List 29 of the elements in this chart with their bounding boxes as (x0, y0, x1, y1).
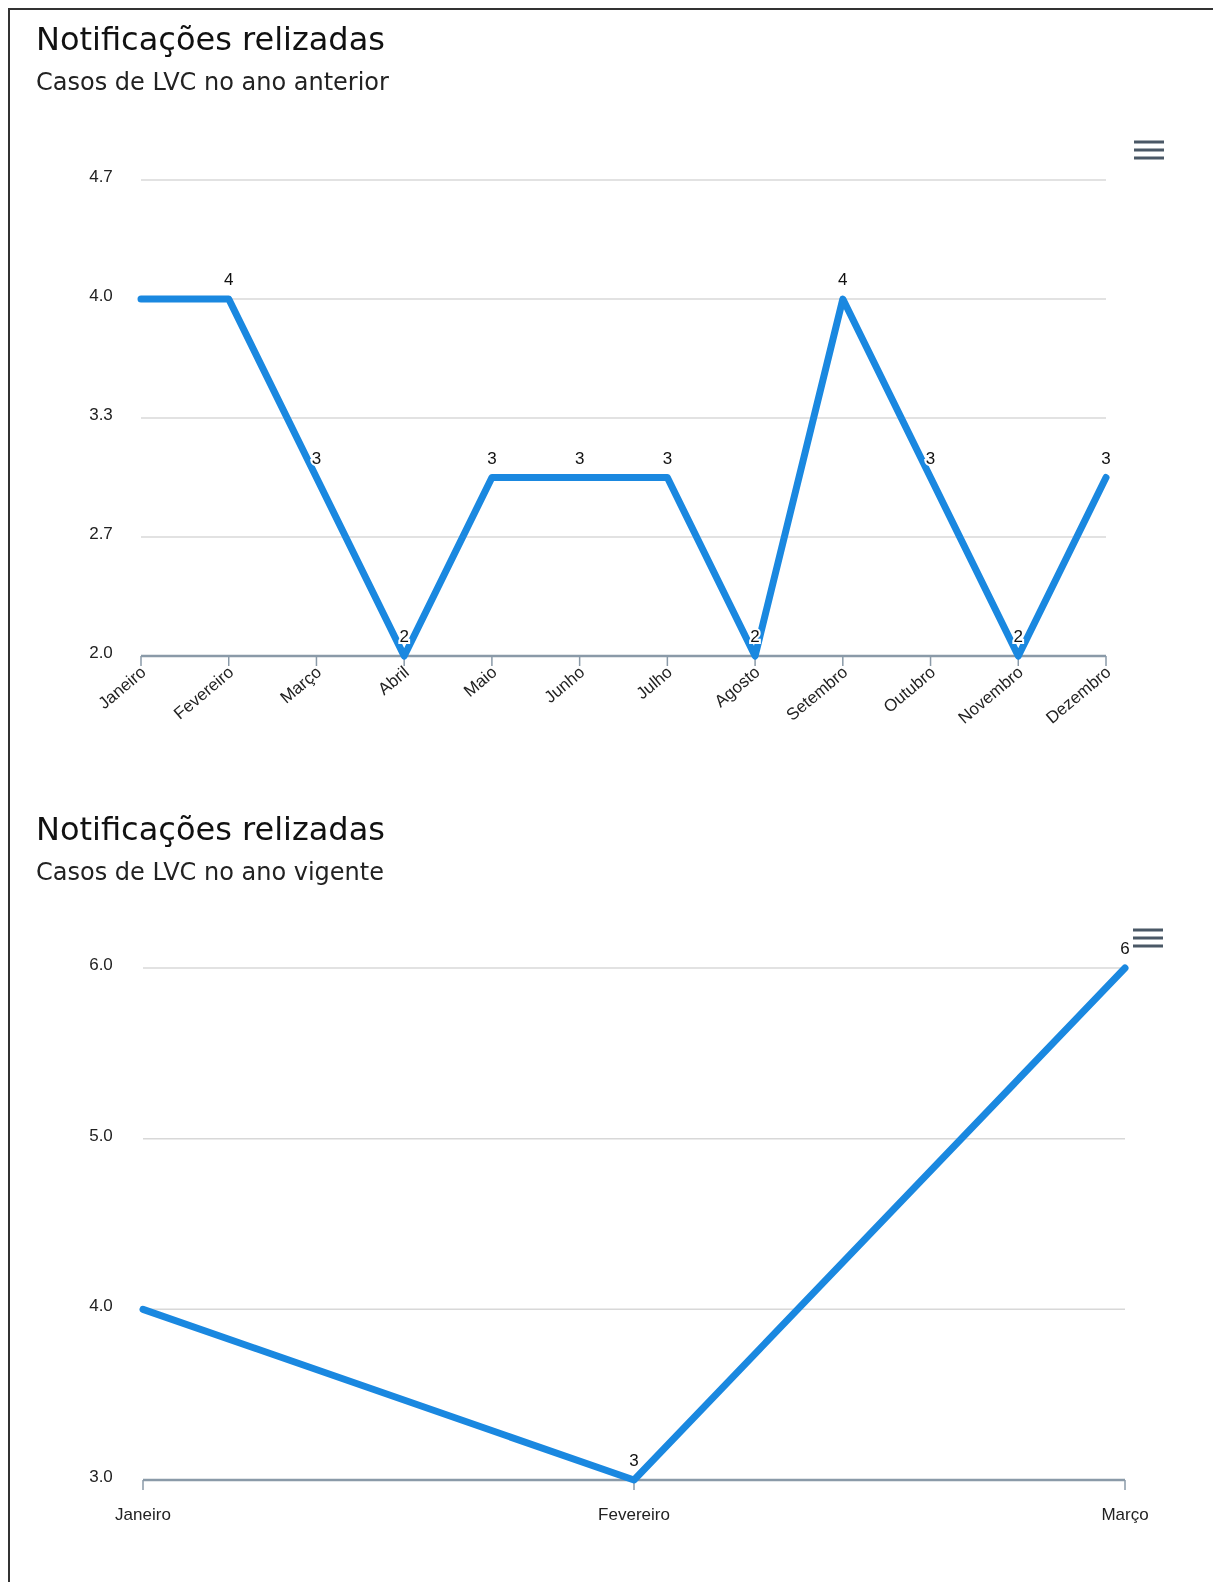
y-tick-label: 4.0 (89, 1296, 113, 1316)
chart-subtitle: Casos de LVC no ano anterior (36, 68, 390, 96)
y-tick-label: 2.7 (89, 523, 113, 543)
chart-title: Notificações relizadas (36, 810, 385, 848)
x-tick-label: Janeiro (115, 1505, 171, 1524)
data-label: 4 (223, 270, 234, 290)
x-tick-label: Março (1101, 1505, 1149, 1524)
y-tick-label: 4.7 (89, 167, 113, 186)
y-tick-label: 6.0 (89, 955, 113, 974)
x-tick-label: Maio (460, 662, 501, 701)
y-tick-label: 3.0 (89, 1467, 113, 1486)
y-tick-label: 4.0 (89, 286, 113, 306)
data-label: 3 (925, 448, 936, 468)
chart-title: Notificações relizadas (36, 20, 385, 58)
data-label: 3 (1101, 448, 1111, 468)
data-label: 3 (662, 448, 673, 468)
y-tick-label: 2.0 (89, 643, 113, 662)
data-label: 4 (838, 270, 848, 290)
chart-subtitle: Casos de LVC no ano vigente (36, 858, 384, 886)
data-label: 3 (311, 448, 322, 468)
y-tick-label: 5.0 (89, 1125, 113, 1145)
data-label: 6 (1120, 939, 1130, 958)
data-label: 2 (399, 627, 409, 646)
x-tick-label: Fevereiro (598, 1505, 670, 1524)
data-label: 3 (629, 1451, 639, 1470)
y-tick-label: 3.3 (89, 405, 113, 425)
data-label: 3 (574, 448, 585, 468)
data-label: 2 (1013, 627, 1024, 646)
data-label: 3 (487, 448, 497, 468)
